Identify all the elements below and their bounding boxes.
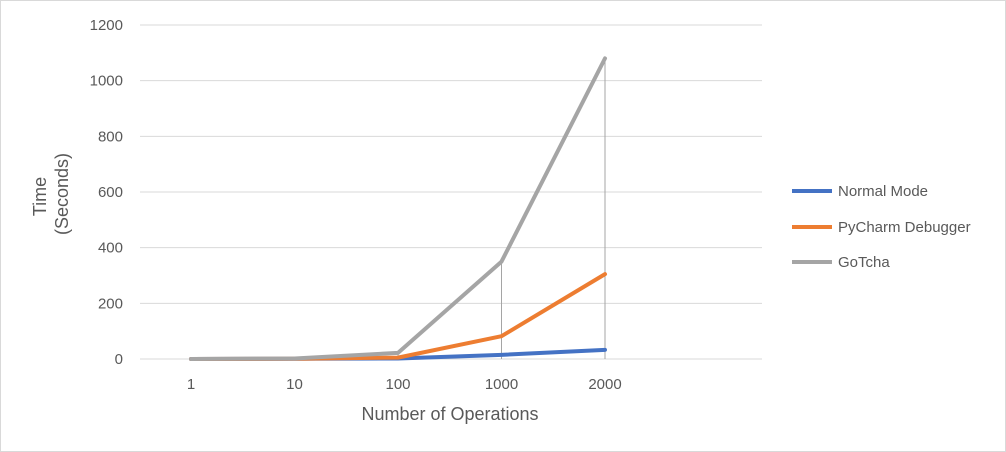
- y-tick-label-600: 600: [98, 184, 123, 201]
- y-axis-title-line-1: Time: [30, 177, 50, 216]
- y-tick-label-400: 400: [98, 240, 123, 257]
- x-tick-label-1: 1: [187, 376, 195, 393]
- series-line-gotcha: [189, 56, 607, 361]
- legend-label-normal-mode: Normal Mode: [838, 183, 928, 200]
- legend-label-gotcha: GoTcha: [838, 254, 890, 271]
- series-lines: [189, 56, 607, 361]
- y-axis-title: Time (Seconds): [30, 153, 72, 235]
- legend-label-pycharm-debugger: PyCharm Debugger: [838, 219, 971, 236]
- series-line-pycharm-debugger: [189, 272, 607, 361]
- x-tick-labels: 1 10 100 1000 2000: [187, 376, 622, 393]
- drop-lines: [294, 58, 606, 359]
- x-tick-label-100: 100: [385, 376, 410, 393]
- y-tick-label-200: 200: [98, 295, 123, 312]
- legend-item-gotcha[interactable]: GoTcha: [792, 254, 890, 271]
- x-tick-label-1000: 1000: [485, 376, 518, 393]
- x-tick-label-10: 10: [286, 376, 303, 393]
- y-tick-label-1000: 1000: [90, 73, 123, 90]
- y-tick-label-800: 800: [98, 128, 123, 145]
- legend-item-normal-mode[interactable]: Normal Mode: [792, 183, 928, 200]
- y-tick-labels: 0 200 400 600 800 1000 1200: [90, 17, 123, 368]
- y-axis-title-line-2: (Seconds): [52, 153, 72, 235]
- y-tick-label-0: 0: [115, 351, 123, 368]
- legend-item-pycharm-debugger[interactable]: PyCharm Debugger: [792, 219, 971, 236]
- y-tick-label-1200: 1200: [90, 17, 123, 34]
- legend: Normal Mode PyCharm Debugger GoTcha: [792, 183, 971, 271]
- gridlines: [140, 24, 762, 360]
- x-axis-title: Number of Operations: [361, 404, 538, 424]
- x-tick-label-2000: 2000: [588, 376, 621, 393]
